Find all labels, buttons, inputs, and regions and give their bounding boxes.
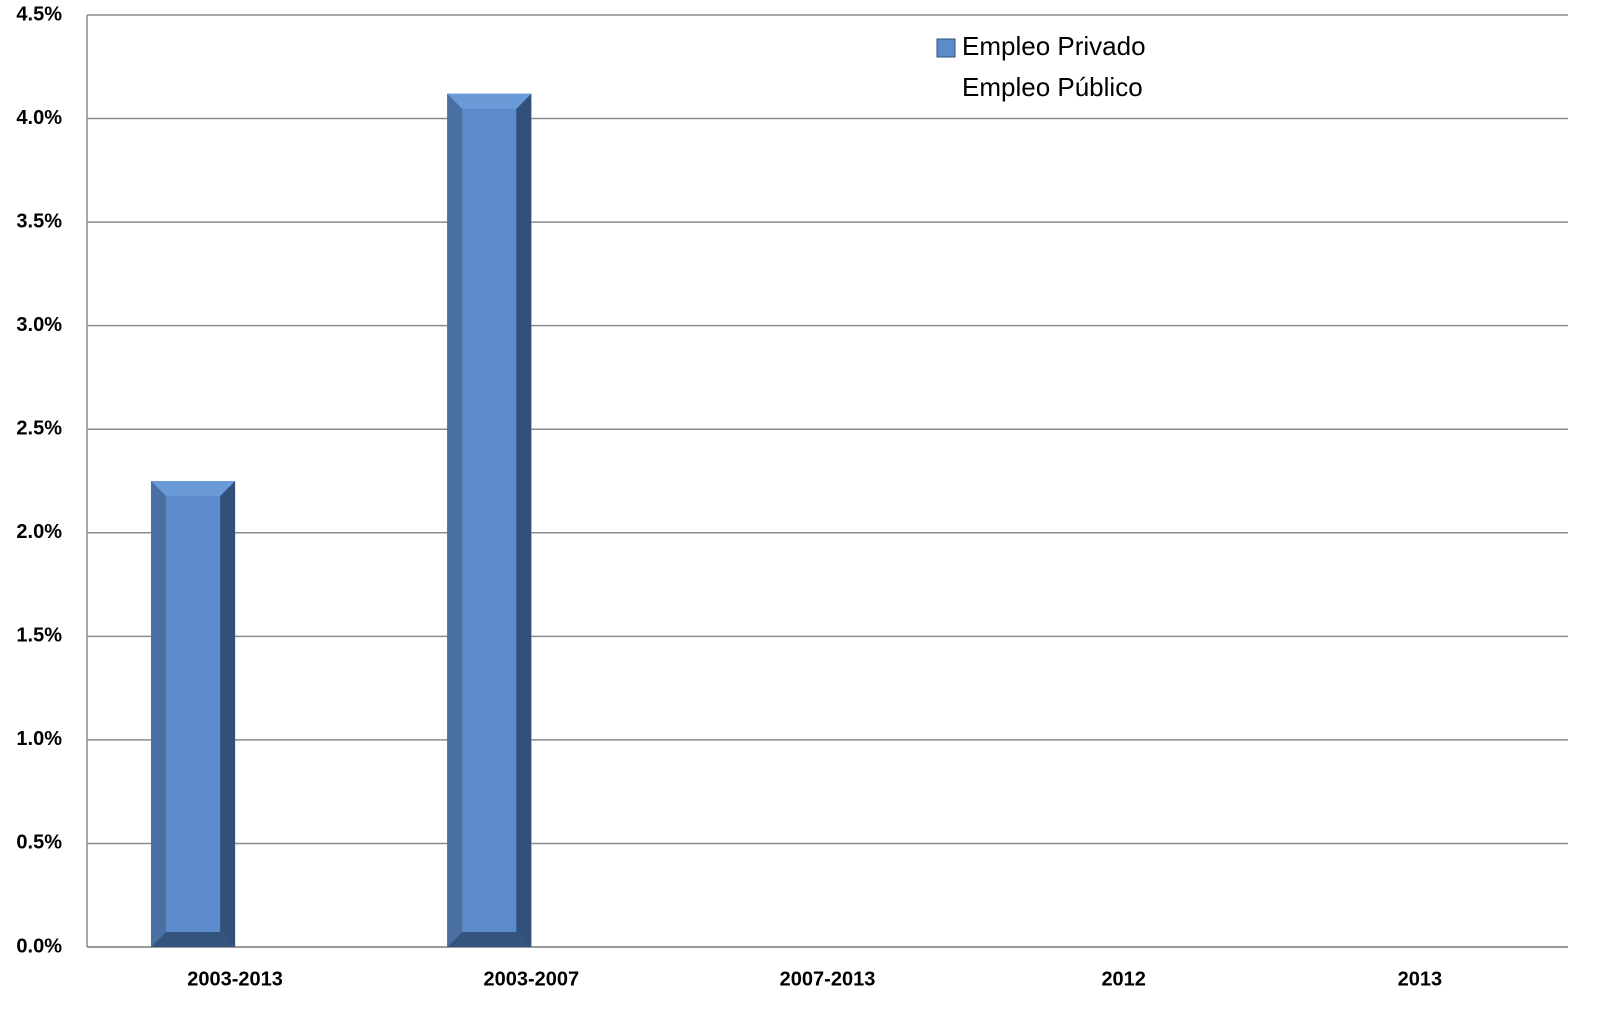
bar-bevel xyxy=(516,93,532,948)
y-tick-label: 0.0% xyxy=(16,935,62,957)
bar-bevel xyxy=(447,93,532,109)
y-tick-label: 3.0% xyxy=(16,314,62,336)
y-tick-label: 2.5% xyxy=(16,418,62,440)
x-tick-label: 2003-2013 xyxy=(187,968,283,990)
y-tick-label: 2.0% xyxy=(16,521,62,543)
y-tick-label: 4.0% xyxy=(16,107,62,129)
x-tick-label: 2013 xyxy=(1398,968,1443,990)
bar-bevel xyxy=(447,932,532,947)
bar-bevel xyxy=(447,93,463,948)
bar-bevel xyxy=(220,481,236,947)
y-tick-label: 1.0% xyxy=(16,728,62,750)
x-tick-label: 2003-2007 xyxy=(483,968,579,990)
x-tick-label: 2012 xyxy=(1101,968,1146,990)
bar-bevel xyxy=(150,481,166,947)
x-tick-label: 2007-2013 xyxy=(780,968,876,990)
y-tick-label: 0.5% xyxy=(16,832,62,854)
y-tick-label: 1.5% xyxy=(16,625,62,647)
y-tick-label: 3.5% xyxy=(16,210,62,232)
bar-bevel xyxy=(150,481,236,496)
legend-label: Empleo Privado xyxy=(962,31,1146,61)
legend-label: Empleo Público xyxy=(962,72,1143,102)
bar-bevel xyxy=(150,932,236,947)
y-tick-label: 4.5% xyxy=(16,3,62,25)
legend-swatch xyxy=(936,38,956,58)
